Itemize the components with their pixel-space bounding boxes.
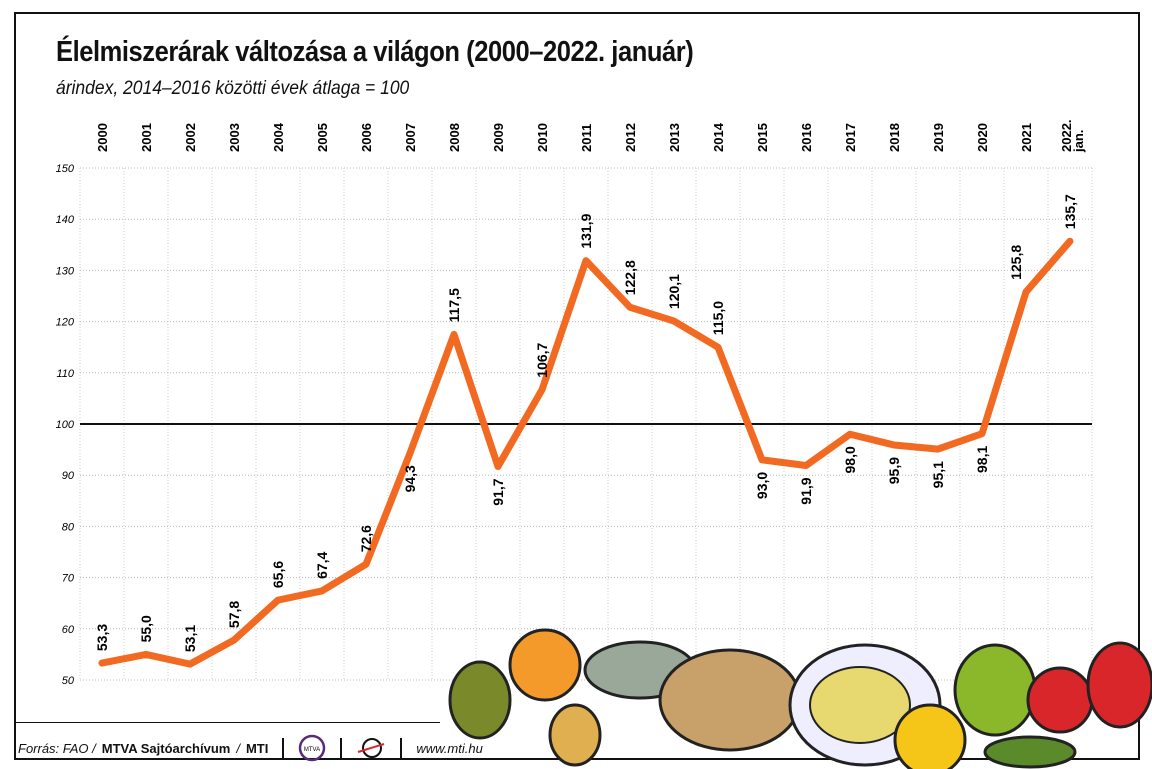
data-label: 98,1	[974, 446, 990, 473]
grapes-icon	[448, 660, 512, 740]
y-tick-label: 70	[62, 573, 75, 585]
svg-text:MTVA: MTVA	[304, 747, 320, 753]
bread-icon	[658, 648, 802, 752]
pepper-icon	[893, 703, 967, 769]
x-tick-label: 2022.	[1059, 119, 1074, 152]
x-tick-label: 2011	[579, 124, 594, 152]
apple-icon	[548, 703, 602, 767]
x-tick-label: 2018	[887, 123, 902, 152]
x-tick-label: 2005	[315, 123, 330, 152]
x-tick-label: 2000	[95, 123, 110, 152]
x-tick-label: 2010	[535, 123, 550, 152]
source-sep: /	[236, 740, 240, 756]
data-label: 93,0	[754, 472, 770, 499]
source-prefix: Forrás: FAO /	[18, 740, 96, 756]
y-tick-label: 60	[62, 624, 75, 636]
tomato-icon	[1026, 666, 1094, 734]
x-tick-label: 2009	[491, 123, 506, 152]
y-tick-label: 120	[56, 317, 75, 329]
x-tick-label: 2003	[227, 123, 242, 152]
x-tick-label: 2015	[755, 123, 770, 152]
chart-title: Élelmiszerárak változása a világon (2000…	[56, 36, 694, 68]
x-tick-label: 2013	[667, 123, 682, 152]
x-tick-label: 2004	[271, 122, 286, 152]
divider	[340, 738, 343, 758]
website-link[interactable]: www.mti.hu	[416, 740, 483, 756]
data-label: 135,7	[1062, 194, 1078, 229]
data-label: 53,1	[182, 625, 198, 652]
data-label: 57,8	[226, 601, 242, 628]
data-label: 120,1	[666, 274, 682, 309]
footer: Forrás: FAO / MTVA Sajtóarchívum / MTI M…	[18, 734, 483, 762]
x-tick-label: 2012	[623, 123, 638, 152]
data-label: 53,3	[94, 624, 110, 651]
data-label: 91,7	[490, 478, 506, 505]
data-label: 125,8	[1008, 245, 1024, 280]
y-tick-label: 50	[62, 675, 75, 687]
x-tick-label: 2007	[403, 123, 418, 152]
y-tick-label: 110	[56, 368, 74, 380]
x-tick-label: 2014	[711, 122, 726, 152]
x-tick-label: 2006	[359, 123, 374, 152]
footer-divider	[16, 722, 440, 723]
x-tick-label: 2021	[1019, 123, 1034, 152]
x-tick-label: 2020	[975, 123, 990, 152]
data-label: 72,6	[358, 525, 374, 552]
x-tick-label: 2008	[447, 123, 462, 152]
orange-icon	[508, 628, 582, 702]
mti-logo-icon	[358, 738, 385, 758]
x-tick-label: 2002	[183, 123, 198, 152]
green-pepper-icon	[953, 643, 1037, 737]
x-tick-label: 2016	[799, 123, 814, 152]
source-archive: MTVA Sajtóarchívum	[101, 740, 231, 756]
data-label: 106,7	[534, 342, 550, 377]
y-tick-label: 80	[62, 521, 75, 533]
y-tick-label: 130	[56, 265, 75, 277]
data-label: 115,0	[710, 301, 726, 335]
data-label: 65,6	[270, 561, 286, 588]
data-label: 117,5	[446, 288, 462, 322]
data-label: 91,9	[798, 477, 814, 504]
data-label: 122,8	[622, 260, 638, 295]
red-pepper-icon	[1086, 641, 1152, 729]
data-label: 95,1	[930, 461, 946, 488]
x-tick-label: 2017	[843, 123, 858, 152]
divider	[282, 738, 285, 758]
food-illustration	[448, 628, 1152, 769]
mtva-logo-icon: MTVA	[299, 734, 326, 762]
chart-subtitle: árindex, 2014–2016 közötti évek átlaga =…	[56, 78, 410, 99]
data-label: 131,9	[578, 213, 594, 248]
y-tick-label: 140	[56, 214, 75, 226]
price-index-line	[98, 237, 1074, 668]
y-tick-label: 100	[56, 419, 75, 431]
x-tick-label: jan.	[1071, 130, 1086, 153]
data-label: 95,9	[886, 457, 902, 484]
y-tick-label: 90	[62, 470, 75, 482]
data-label: 55,0	[138, 615, 154, 642]
x-tick-label: 2001	[139, 123, 154, 152]
x-tick-label: 2019	[931, 123, 946, 152]
source-mti: MTI	[245, 740, 269, 756]
cucumber-icon	[983, 735, 1077, 769]
data-label: 94,3	[402, 465, 418, 492]
divider	[400, 738, 403, 758]
y-tick-label: 150	[56, 163, 75, 175]
data-label: 98,0	[842, 446, 858, 473]
data-label: 67,4	[314, 551, 330, 578]
